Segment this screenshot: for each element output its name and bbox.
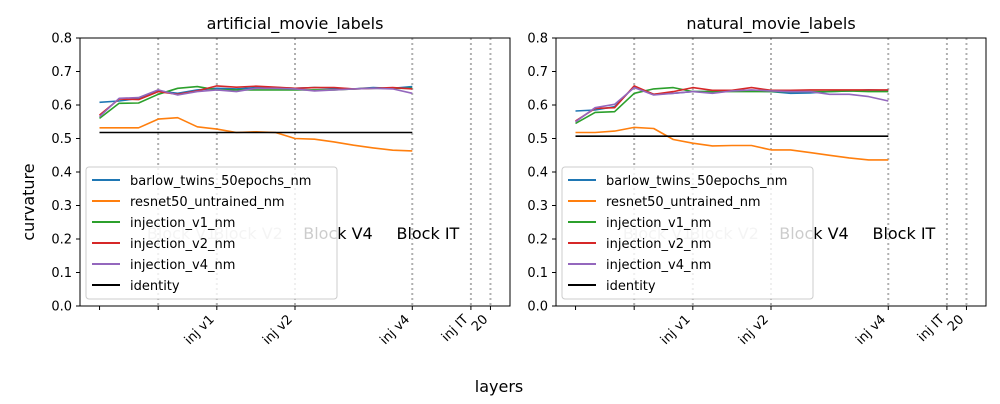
legend-label: injection_v1_nm [606,216,711,231]
series-line [575,86,889,123]
x-axis-label: layers [475,377,523,396]
y-tick-label: 0.8 [51,32,72,47]
y-tick-label: 0.0 [51,300,72,315]
y-tick-label: 0.3 [527,199,548,214]
legend-label: barlow_twins_50epochs_nm [606,174,787,189]
y-tick-label: 0.6 [51,99,72,114]
y-tick-label: 0.5 [527,132,548,147]
y-tick-label: 0.1 [527,266,548,281]
y-tick-label: 0.5 [51,132,72,147]
y-tick-label: 0.8 [527,32,548,47]
y-tick-label: 0.2 [51,233,72,248]
legend-label: injection_v4_nm [606,258,711,273]
y-tick-label: 0.6 [527,99,548,114]
legend-box [85,166,338,300]
series-line [98,87,413,118]
y-tick-label: 0.7 [527,65,548,80]
legend-label: injection_v4_nm [130,258,235,273]
y-tick-label: 0.4 [51,166,72,181]
legend: barlow_twins_50epochs_nm resnet50_untrain… [85,166,338,300]
block-label: Block IT [872,224,935,243]
legend-label: injection_v1_nm [130,216,235,231]
chart-title: natural_movie_labels [686,14,855,34]
block-label: Block IT [396,224,459,243]
legend-box [561,166,814,300]
y-tick-label: 0.7 [51,65,72,80]
series-line [575,126,889,161]
legend-label: resnet50_untrained_nm [606,195,761,210]
legend-label: resnet50_untrained_nm [130,195,285,210]
legend-label: injection_v2_nm [606,237,711,252]
y-tick-label: 0.2 [527,233,548,248]
y-tick-label: 0.0 [527,300,548,315]
y-tick-label: 0.4 [527,166,548,181]
y-tick-label: 0.3 [51,199,72,214]
legend: barlow_twins_50epochs_nm resnet50_untrain… [561,166,814,300]
legend-label: barlow_twins_50epochs_nm [130,174,311,189]
y-tick-label: 0.1 [51,266,72,281]
legend-label: injection_v2_nm [130,237,235,252]
y-axis-label: curvature [19,163,38,240]
legend-label: identity [606,279,656,294]
chart-title: artificial_movie_labels [207,14,384,34]
legend-label: identity [130,279,180,294]
